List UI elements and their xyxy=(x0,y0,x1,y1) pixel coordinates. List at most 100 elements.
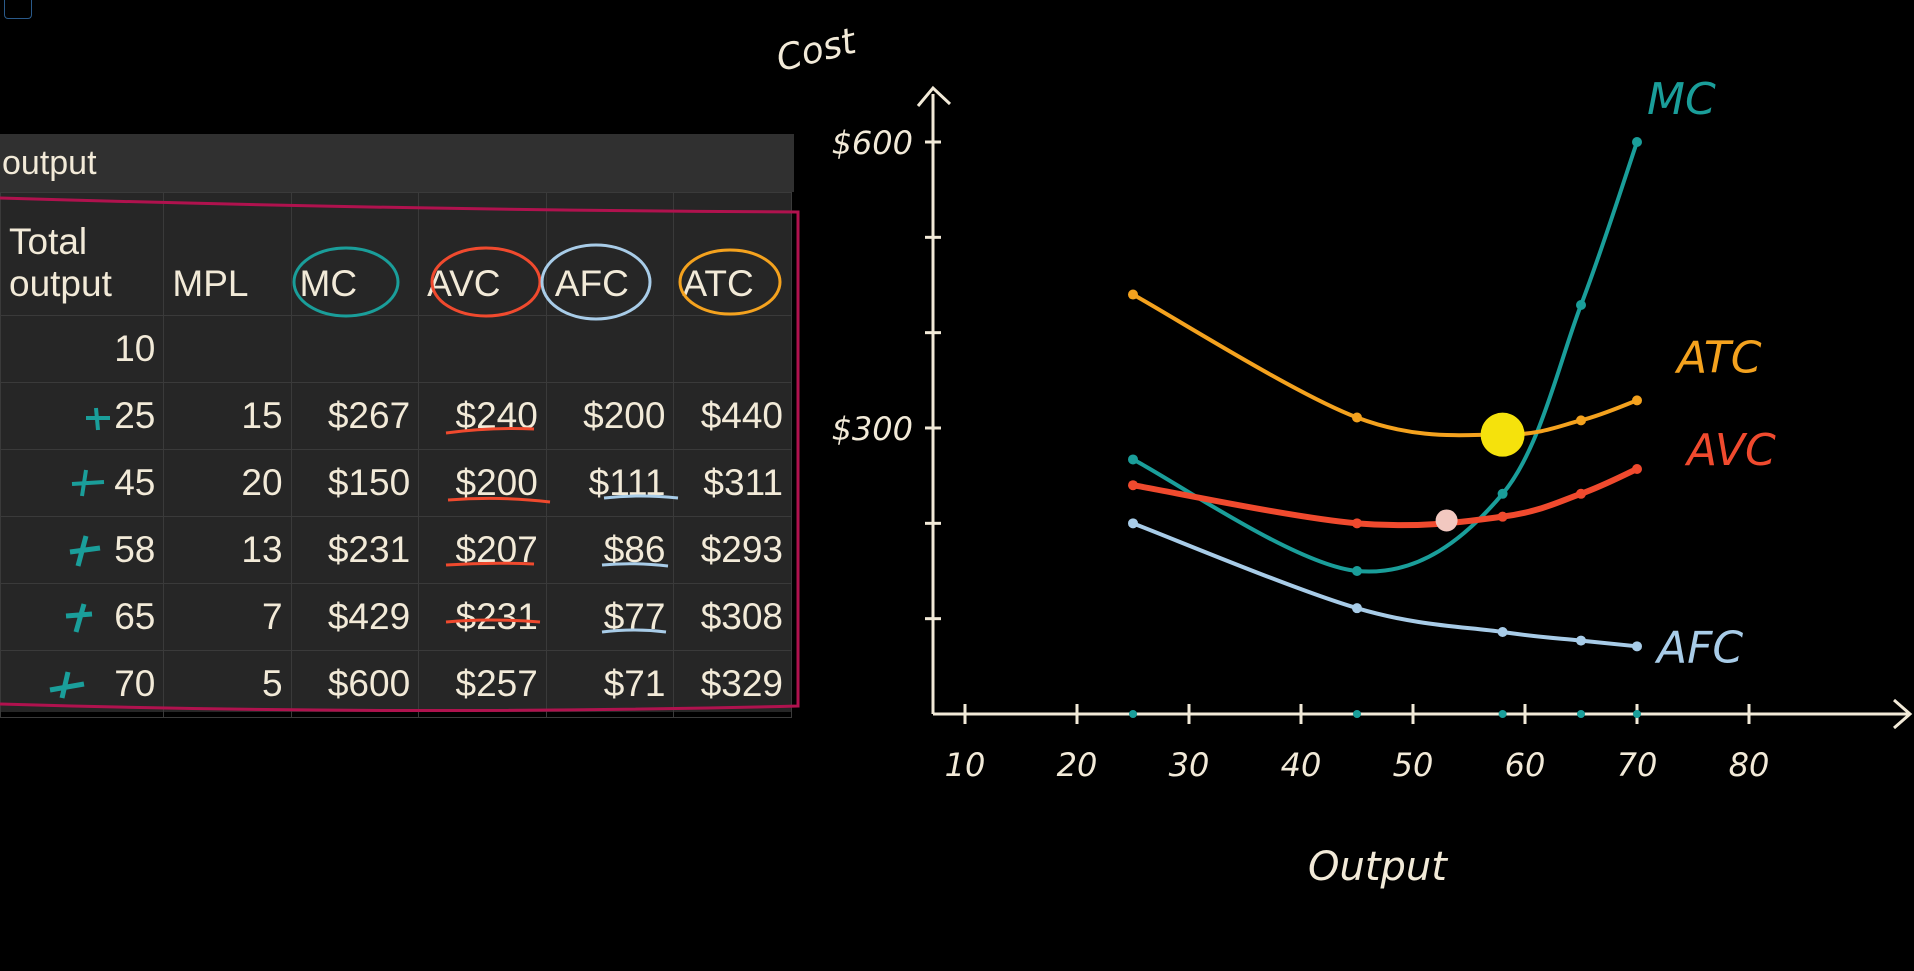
avc-point xyxy=(1128,480,1138,491)
y-axis-label: Cost xyxy=(772,20,861,80)
x-output-marker xyxy=(1498,710,1507,718)
cell-afc: $200 xyxy=(545,382,675,450)
y-tick-label: $300 xyxy=(832,410,913,448)
selection-box xyxy=(0,196,800,713)
x-tick-label: 50 xyxy=(1393,746,1434,784)
star-mark xyxy=(65,603,93,633)
atc-point xyxy=(1576,415,1586,426)
cell-mc: $600 xyxy=(290,650,420,718)
cell-mc xyxy=(290,315,420,383)
cost-curves: MC AVC AFC ATC xyxy=(1128,74,1776,673)
mc-point xyxy=(1497,488,1508,499)
avc-point xyxy=(1497,511,1508,522)
x-tick-label: 10 xyxy=(945,746,986,784)
x-axis-output-markers xyxy=(1129,710,1641,718)
x-tick-label: 60 xyxy=(1505,746,1546,784)
mc-curve-label: MC xyxy=(1647,74,1716,125)
afc-header-circle xyxy=(540,243,652,321)
avc-curve xyxy=(1130,465,1640,529)
cell-atc: $308 xyxy=(673,583,792,651)
cell-mpl: 5 xyxy=(163,650,292,718)
x-tick-label: 20 xyxy=(1057,746,1098,784)
star-mark xyxy=(49,671,85,699)
cell-atc xyxy=(673,315,792,383)
chart-axes xyxy=(916,85,1913,730)
avc-header-circle xyxy=(430,246,542,318)
afc-point xyxy=(1632,641,1642,652)
x-tick-label: 30 xyxy=(1169,746,1210,784)
x-axis-arrow xyxy=(1893,698,1913,730)
cell-afc xyxy=(545,315,675,383)
mc-point xyxy=(1576,300,1586,311)
atc-point xyxy=(1352,412,1362,423)
cell-output: 58 xyxy=(0,516,165,584)
highlight-points xyxy=(1435,412,1525,532)
y-axis-arrow xyxy=(916,85,952,107)
cell-output: 25 xyxy=(0,382,165,450)
afc-curve-label: AFC xyxy=(1654,622,1743,673)
header-afc: AFC xyxy=(545,192,675,316)
mc-point xyxy=(1632,137,1642,147)
header-mpl: MPL xyxy=(163,192,292,316)
x-axis-label: Output xyxy=(1308,844,1448,890)
cell-mpl: 20 xyxy=(163,449,292,517)
afc-point xyxy=(1352,603,1362,614)
star-mark xyxy=(86,407,110,431)
x-output-marker xyxy=(1353,710,1361,718)
atc-curve-label: ATC xyxy=(1674,332,1762,383)
cell-mc: $429 xyxy=(290,583,420,651)
table-annotations xyxy=(0,196,800,713)
table-row: 70 5 $600 $257 $71 $329 xyxy=(0,650,792,718)
avc-underline xyxy=(445,561,535,567)
header-avc: AVC xyxy=(418,192,547,316)
avc-point xyxy=(1576,488,1586,499)
cell-atc: $311 xyxy=(673,449,792,517)
table-row: 45 20 $150 $200 $111 $311 xyxy=(0,449,792,517)
cell-avc: $231 xyxy=(418,583,547,651)
x-output-marker xyxy=(1577,710,1585,718)
avc-point xyxy=(1632,463,1642,474)
mc-point xyxy=(1128,454,1138,465)
x-tick-label: 40 xyxy=(1281,746,1322,784)
afc-curve xyxy=(1131,521,1639,649)
afc-underline xyxy=(603,494,679,500)
cell-atc: $293 xyxy=(673,516,792,584)
cell-avc: $200 xyxy=(418,449,547,517)
table-header-row: Total output MPL MC AVC AFC ATC xyxy=(0,192,792,316)
header-total-output: Total output xyxy=(0,192,165,316)
cell-mc: $267 xyxy=(290,382,420,450)
cell-avc: $257 xyxy=(418,650,547,718)
y-tick-label: $600 xyxy=(832,124,913,162)
afc-point xyxy=(1576,635,1586,646)
afc-underline xyxy=(601,628,667,634)
avc-minimum-highlight xyxy=(1435,509,1458,532)
x-tick-label: 80 xyxy=(1729,746,1770,784)
cell-output: 10 xyxy=(0,315,165,383)
avc-underline xyxy=(445,427,535,435)
atc-header-circle xyxy=(678,248,782,316)
cell-afc: $111 xyxy=(545,449,675,517)
table-row: 25 15 $267 $240 $200 $440 xyxy=(0,382,792,450)
x-tick-label: 70 xyxy=(1617,746,1658,784)
afc-underline xyxy=(601,562,669,568)
table-row: 10 xyxy=(0,315,792,383)
header-mc: MC xyxy=(290,192,420,316)
x-ticks: 10 20 30 40 50 60 70 80 xyxy=(945,704,1770,784)
avc-underline xyxy=(447,496,551,504)
afc-point xyxy=(1128,518,1138,529)
x-output-marker xyxy=(1633,710,1641,718)
afc-point xyxy=(1497,627,1508,638)
star-mark xyxy=(71,469,105,497)
atc-point xyxy=(1128,289,1138,300)
cell-afc: $86 xyxy=(545,516,675,584)
window-corner-icon xyxy=(4,0,32,19)
cell-afc: $71 xyxy=(545,650,675,718)
x-output-marker xyxy=(1129,710,1137,718)
cell-mpl xyxy=(163,315,292,383)
y-ticks: $300 $600 xyxy=(832,124,941,621)
cell-avc xyxy=(418,315,547,383)
cell-mpl: 15 xyxy=(163,382,292,450)
cell-mc: $150 xyxy=(290,449,420,517)
star-mark xyxy=(69,535,101,567)
